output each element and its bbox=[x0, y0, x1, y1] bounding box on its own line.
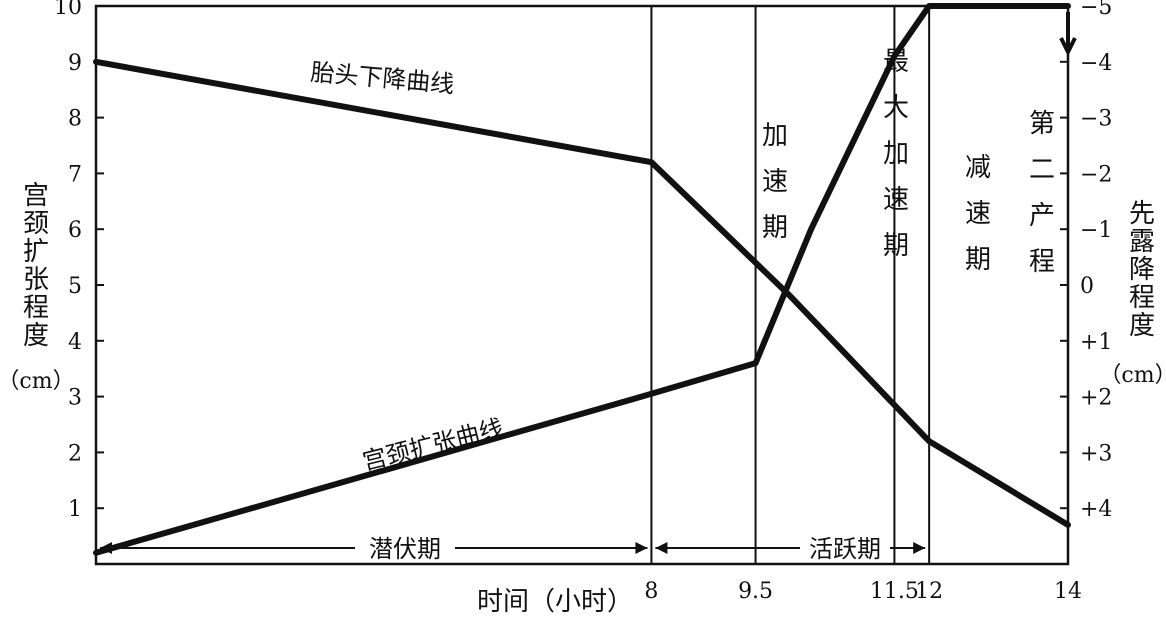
x-axis-label: 时间（小时） bbox=[477, 587, 633, 617]
left-axis-label-char: 宫 bbox=[23, 181, 49, 211]
span-arrow-left bbox=[100, 542, 112, 554]
fetal-descent-curve bbox=[93, 58, 1071, 528]
dilation-end-arrow bbox=[1059, 12, 1077, 57]
left-tick-label: 8 bbox=[68, 107, 82, 132]
right-axis-label-char: 先 bbox=[1129, 199, 1155, 229]
phase-label-char: 产 bbox=[1029, 201, 1055, 231]
left-axis-unit: （cm） bbox=[0, 369, 75, 394]
right-axis-label-char: 程 bbox=[1129, 283, 1155, 313]
cervical-dilation-curve-label: 宫颈扩张曲线 bbox=[360, 414, 506, 476]
left-tick-label: 6 bbox=[68, 218, 82, 243]
right-tick-label: −1 bbox=[1080, 218, 1112, 243]
right-axis-label-char: 露 bbox=[1129, 227, 1155, 257]
phase-label-char: 大 bbox=[883, 93, 909, 123]
right-tick-label: +1 bbox=[1080, 330, 1112, 355]
right-tick-label: +3 bbox=[1080, 441, 1112, 466]
right-axis-label-char: 度 bbox=[1129, 311, 1155, 341]
phase-label-char: 速 bbox=[762, 167, 788, 197]
x-tick-label: 12 bbox=[915, 579, 943, 604]
phase-label-char: 程 bbox=[1029, 247, 1055, 277]
x-tick-label: 8 bbox=[644, 579, 658, 604]
left-tick-label: 1 bbox=[68, 497, 82, 522]
phase-label-char: 最 bbox=[883, 47, 909, 77]
right-tick-label: −2 bbox=[1080, 162, 1112, 187]
phase-label-char: 速 bbox=[883, 185, 909, 215]
right-tick-label: 0 bbox=[1080, 274, 1094, 299]
left-tick-label: 10 bbox=[54, 0, 82, 20]
phase-label-char: 速 bbox=[965, 199, 991, 229]
left-tick-label: 7 bbox=[68, 162, 82, 187]
active-phase-label: 活跃期 bbox=[809, 535, 881, 563]
left-tick-label: 5 bbox=[68, 274, 82, 299]
fetal-descent-curve-label: 胎头下降曲线 bbox=[309, 58, 455, 98]
right-tick-label: −5 bbox=[1080, 0, 1112, 20]
right-axis-unit: （cm） bbox=[1099, 363, 1166, 388]
phase-label-char: 第 bbox=[1029, 109, 1055, 139]
span-arrow-left bbox=[655, 542, 668, 554]
left-axis-label-char: 度 bbox=[23, 321, 49, 351]
phase-label-char: 加 bbox=[762, 121, 788, 151]
chart-series bbox=[93, 3, 1077, 556]
phase-label-char: 加 bbox=[883, 139, 909, 169]
left-tick-label: 3 bbox=[68, 386, 82, 411]
left-axis-label-char: 颈 bbox=[23, 209, 49, 239]
phase-lines bbox=[650, 6, 931, 564]
x-tick-label: 14 bbox=[1054, 579, 1082, 604]
span-arrow-right bbox=[635, 542, 648, 554]
left-axis-label-char: 扩 bbox=[23, 237, 49, 267]
right-tick-label: +4 bbox=[1080, 497, 1112, 522]
left-tick-label: 2 bbox=[68, 441, 82, 466]
x-tick-label: 9.5 bbox=[738, 579, 773, 604]
left-axis-label-char: 程 bbox=[23, 293, 49, 323]
right-tick-label: −3 bbox=[1080, 107, 1112, 132]
cervical-dilation-curve bbox=[93, 3, 1071, 556]
phase-label-char: 期 bbox=[965, 245, 991, 275]
phase-label-char: 期 bbox=[762, 213, 788, 243]
left-axis-label-char: 张 bbox=[23, 265, 49, 295]
phase-label-char: 减 bbox=[965, 153, 991, 183]
right-tick-label: +2 bbox=[1080, 386, 1112, 411]
x-tick-label: 11.5 bbox=[870, 579, 919, 604]
right-axis-label-char: 降 bbox=[1129, 255, 1155, 285]
right-tick-label: −4 bbox=[1080, 51, 1112, 76]
phase-label-char: 期 bbox=[883, 231, 909, 261]
left-tick-label: 9 bbox=[68, 51, 82, 76]
latent-phase-label: 潜伏期 bbox=[369, 535, 441, 563]
left-tick-label: 4 bbox=[68, 330, 82, 355]
phase-label-char: 二 bbox=[1029, 155, 1055, 185]
span-arrow-right bbox=[913, 542, 926, 554]
